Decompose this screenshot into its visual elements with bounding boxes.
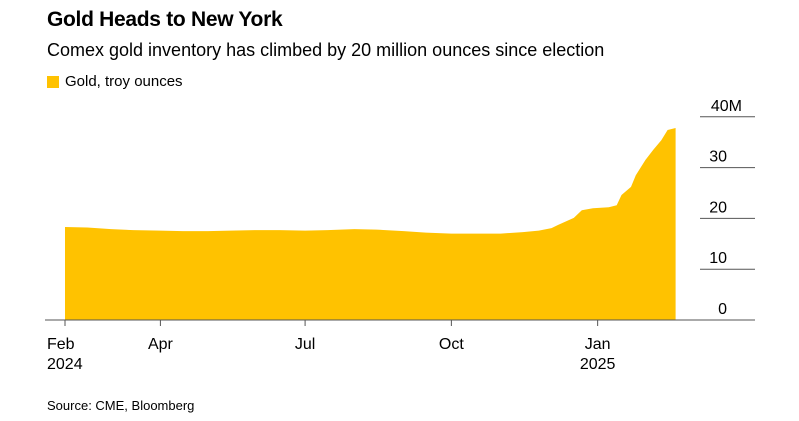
x-tick-label: Feb (47, 336, 75, 353)
y-tick-label: 10 (709, 250, 727, 267)
x-tick-label: Jan (585, 336, 611, 353)
y-tick-label: 30 (709, 149, 727, 166)
y-tick-label: 20 (709, 199, 727, 216)
y-tick-label: 0 (718, 301, 727, 318)
chart-title: Gold Heads to New York (47, 8, 283, 31)
x-tick-sublabel: 2025 (580, 356, 616, 373)
y-tick-label: 40M (711, 98, 742, 115)
gold-inventory-area (65, 128, 676, 320)
legend-swatch (47, 75, 59, 88)
chart-subtitle: Comex gold inventory has climbed by 20 m… (47, 40, 605, 60)
source-note: Source: CME, Bloomberg (47, 398, 195, 413)
x-tick-label: Oct (439, 336, 464, 353)
x-tick-label: Apr (148, 336, 174, 353)
legend-label: Gold, troy ounces (65, 73, 183, 90)
x-tick-sublabel: 2024 (47, 356, 83, 373)
x-tick-label: Jul (295, 336, 315, 353)
legend: Gold, troy ounces (47, 73, 183, 90)
